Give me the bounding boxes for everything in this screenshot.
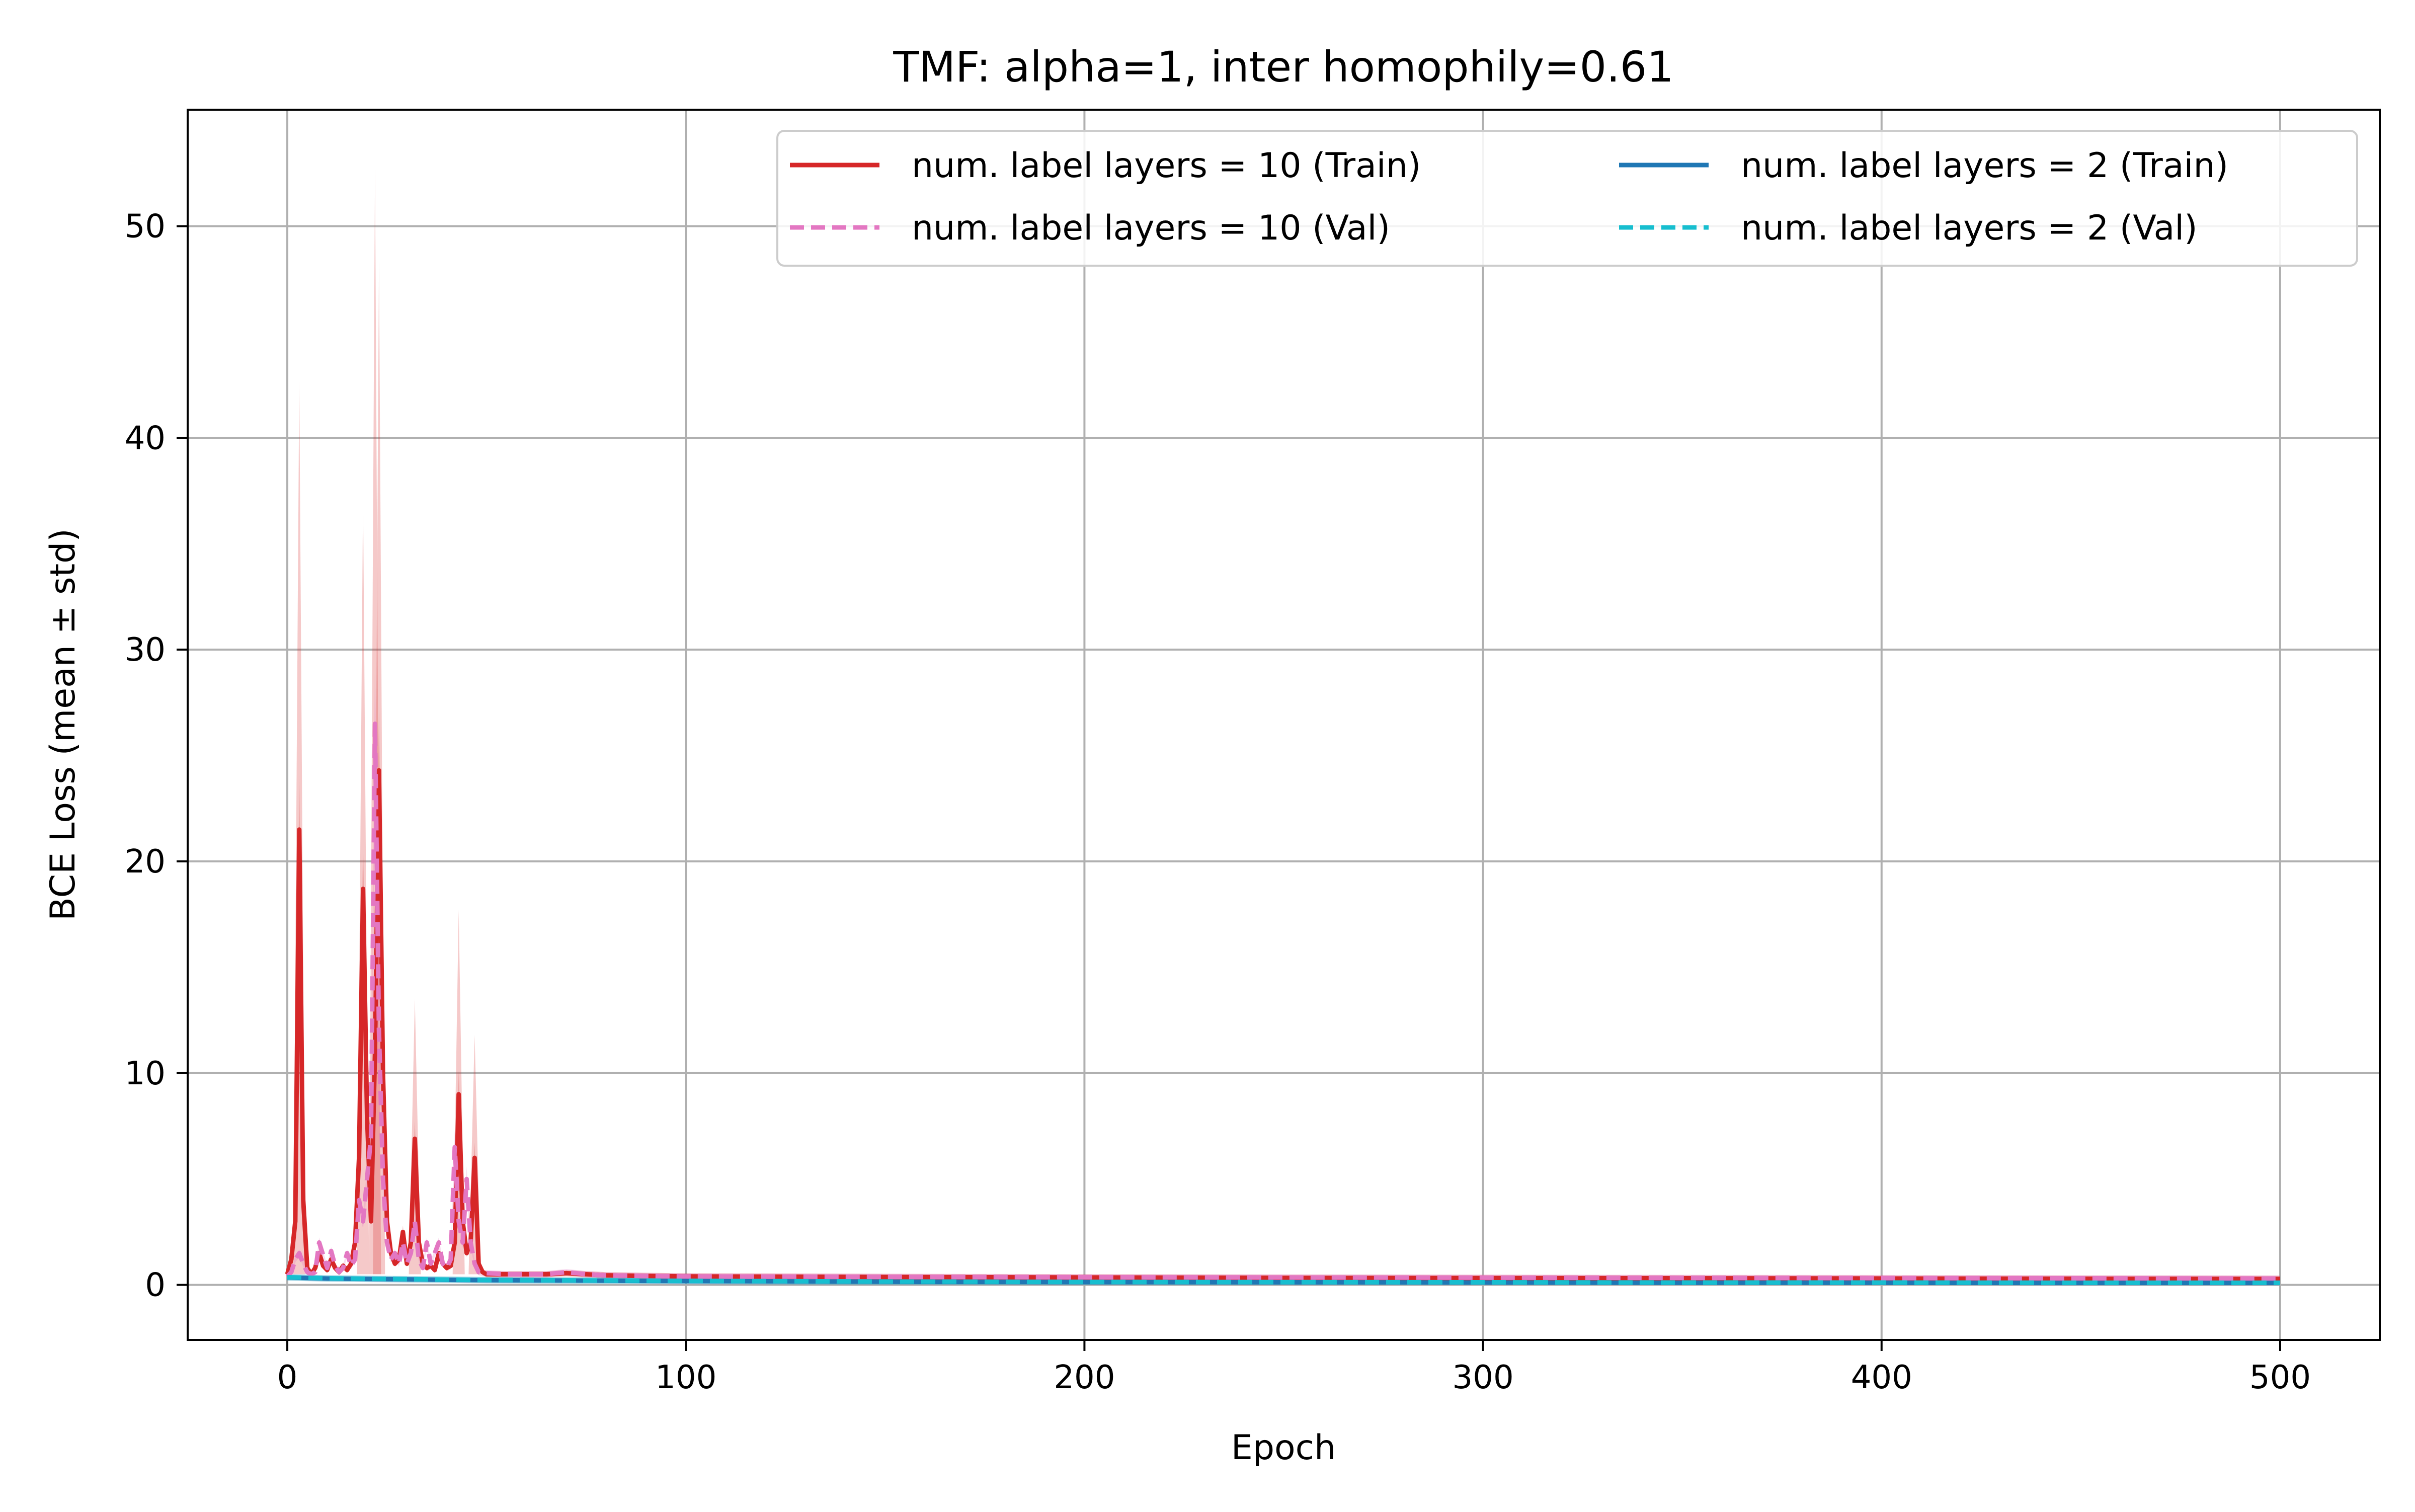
x-tick-label: 0	[277, 1359, 298, 1396]
series-line-2	[285, 721, 2281, 1281]
x-tick-label: 400	[1851, 1359, 1912, 1396]
legend-label-3: num. label layers = 2 (Train)	[1741, 146, 2228, 186]
tick-layer: 0 100 200 300 400 500 0 10 20 30 40 50	[125, 208, 2311, 1396]
legend-items: num. label layers = 10 (Train) num. label…	[790, 146, 2228, 248]
y-tick-label: 30	[125, 631, 166, 669]
legend-label-2: num. label layers = 10 (Val)	[912, 208, 1390, 248]
plot-frame	[187, 109, 2381, 1341]
chart-title: TMF: alpha=1, inter homophily=0.61	[893, 42, 1673, 92]
y-tick-label: 40	[125, 420, 166, 457]
y-tick-label: 50	[125, 208, 166, 245]
x-axis-label: Epoch	[1231, 1428, 1336, 1468]
line-layer	[285, 721, 2281, 1286]
legend-label-1: num. label layers = 10 (Train)	[912, 146, 1421, 186]
legend-label-4: num. label layers = 2 (Val)	[1741, 208, 2198, 248]
x-tick-label: 100	[655, 1359, 716, 1396]
legend: num. label layers = 10 (Train) num. label…	[776, 130, 2358, 267]
y-axis-label: BCE Loss (mean ± std)	[43, 528, 83, 921]
y-tick-label: 10	[125, 1055, 166, 1092]
y-tick-label: 0	[145, 1267, 166, 1304]
x-tick-label: 300	[1453, 1359, 1514, 1396]
legend-box	[776, 130, 2358, 267]
y-tick-label: 20	[125, 843, 166, 881]
series-line-4	[287, 1275, 2280, 1285]
x-tick-label: 200	[1054, 1359, 1115, 1396]
x-tick-label: 500	[2249, 1359, 2311, 1396]
